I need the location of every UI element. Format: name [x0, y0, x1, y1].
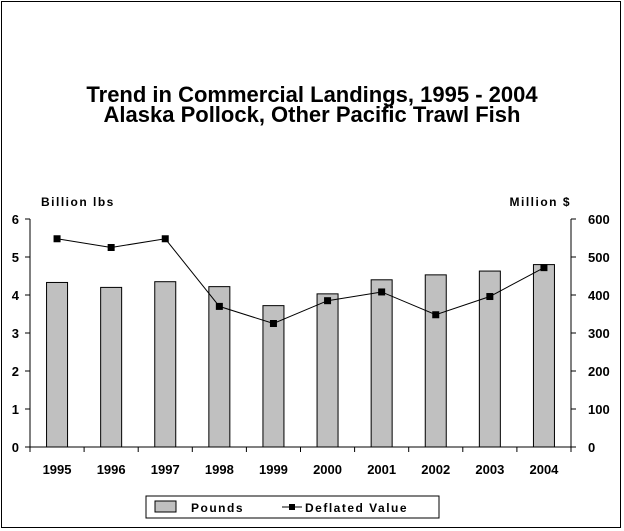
- point-deflated-value-1999: [269, 320, 277, 327]
- point-deflated-value-1997: [161, 235, 169, 243]
- line-deflated-value: [56, 238, 545, 325]
- point-deflated-value-2002: [432, 311, 440, 319]
- point-deflated-value-1996: [107, 244, 115, 251]
- left-tick-label: 0: [12, 440, 19, 455]
- right-tick-label: 0: [588, 440, 595, 455]
- right-tick-label: 100: [588, 402, 610, 417]
- chart-title: Trend in Commercial Landings, 1995 - 200…: [86, 82, 538, 107]
- legend: Pounds Deflated Value: [145, 495, 440, 519]
- bar-pounds-2000: [316, 293, 339, 448]
- x-tick-label: 2000: [313, 462, 342, 477]
- right-tick-label: 500: [588, 250, 610, 265]
- bar-pounds-1996: [100, 286, 123, 448]
- right-tick-label: 400: [588, 288, 610, 303]
- right-tick-label: 200: [588, 364, 610, 379]
- right-tick-label: 600: [588, 212, 610, 227]
- left-axis-label: Billion lbs: [41, 195, 115, 209]
- chart-subtitle: Alaska Pollock, Other Pacific Trawl Fish: [103, 102, 521, 127]
- point-deflated-value-2000: [324, 297, 332, 305]
- bar-pounds-2001: [370, 279, 393, 448]
- legend-pounds-swatch: [154, 500, 177, 513]
- x-tick-label: 2001: [367, 462, 396, 477]
- left-tick-label: 4: [12, 288, 20, 303]
- point-deflated-value-1995: [53, 235, 61, 243]
- point-deflated-value-1998: [215, 302, 223, 310]
- x-tick-label: 2002: [421, 462, 450, 477]
- legend-value-marker: [289, 504, 295, 510]
- right-tick-label: 300: [588, 326, 610, 341]
- point-deflated-value-2003: [486, 293, 494, 301]
- left-tick-label: 3: [12, 326, 19, 341]
- left-tick-label: 6: [12, 212, 19, 227]
- right-axis-label: Million $: [510, 195, 572, 209]
- x-tick-label: 2003: [475, 462, 504, 477]
- legend-value-label: Deflated Value: [305, 501, 408, 515]
- x-tick-label: 1999: [259, 462, 288, 477]
- x-tick-label: 1996: [97, 462, 126, 477]
- bar-pounds-2004: [532, 264, 555, 448]
- point-deflated-value-2001: [378, 288, 386, 296]
- bar-pounds-1997: [154, 281, 177, 448]
- left-tick-label: 1: [12, 402, 19, 417]
- left-tick-label: 2: [12, 364, 19, 379]
- legend-pounds-label: Pounds: [191, 501, 244, 515]
- x-tick-label: 1997: [151, 462, 180, 477]
- point-deflated-value-2004: [540, 264, 548, 272]
- bar-pounds-1995: [46, 281, 69, 448]
- left-tick-label: 5: [12, 250, 19, 265]
- x-tick-label: 2004: [529, 462, 559, 477]
- x-tick-label: 1998: [205, 462, 234, 477]
- x-tick-label: 1995: [43, 462, 72, 477]
- bar-pounds-2002: [424, 274, 447, 448]
- bar-pounds-1998: [208, 286, 231, 448]
